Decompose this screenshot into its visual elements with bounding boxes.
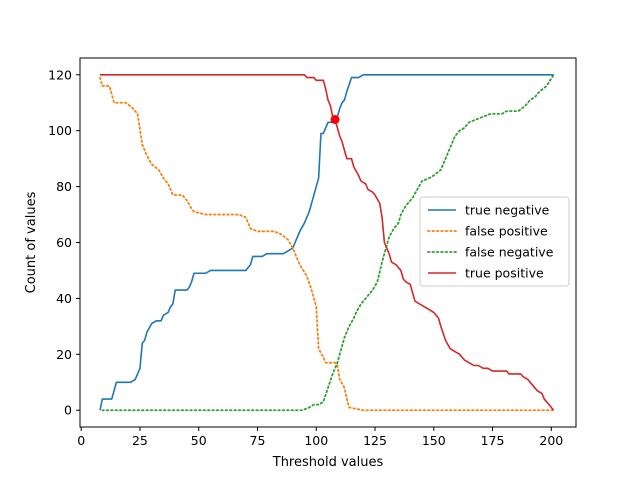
legend-label: true positive <box>465 266 544 281</box>
series-line-true-positive <box>99 73 555 411</box>
x-tick-label: 175 <box>481 433 505 448</box>
x-axis-ticks: 0 25 50 75 100 125 150 175 200 <box>77 427 563 448</box>
marker-layer <box>330 115 340 124</box>
y-axis-ticks: 0 20 40 60 80 100 120 <box>48 67 80 418</box>
y-tick-label: 40 <box>56 291 72 306</box>
x-tick-label: 100 <box>304 433 328 448</box>
x-tick-label: 75 <box>250 433 266 448</box>
legend-label: true negative <box>465 203 550 218</box>
x-tick-label: 200 <box>539 433 563 448</box>
y-tick-label: 0 <box>64 403 72 418</box>
series-line-false-positive <box>99 76 555 412</box>
y-tick-label: 20 <box>56 347 72 362</box>
y-tick-label: 120 <box>48 67 72 82</box>
legend-label: false negative <box>465 245 554 260</box>
y-tick-label: 80 <box>56 179 72 194</box>
y-tick-label: 60 <box>56 235 72 250</box>
x-axis-label: Threshold values <box>272 455 384 470</box>
x-tick-label: 150 <box>422 433 446 448</box>
legend: true negative false positive false negativ… <box>419 196 570 287</box>
x-tick-label: 125 <box>363 433 387 448</box>
legend-box <box>419 196 570 287</box>
legend-label: false positive <box>465 224 548 239</box>
x-tick-label: 25 <box>132 433 148 448</box>
y-tick-label: 100 <box>48 123 72 138</box>
marker-crossover-point <box>330 115 340 124</box>
x-tick-label: 50 <box>191 433 207 448</box>
x-tick-label: 0 <box>77 433 85 448</box>
y-axis-label: Count of values <box>24 191 39 293</box>
series-line-false-negative <box>101 73 555 412</box>
